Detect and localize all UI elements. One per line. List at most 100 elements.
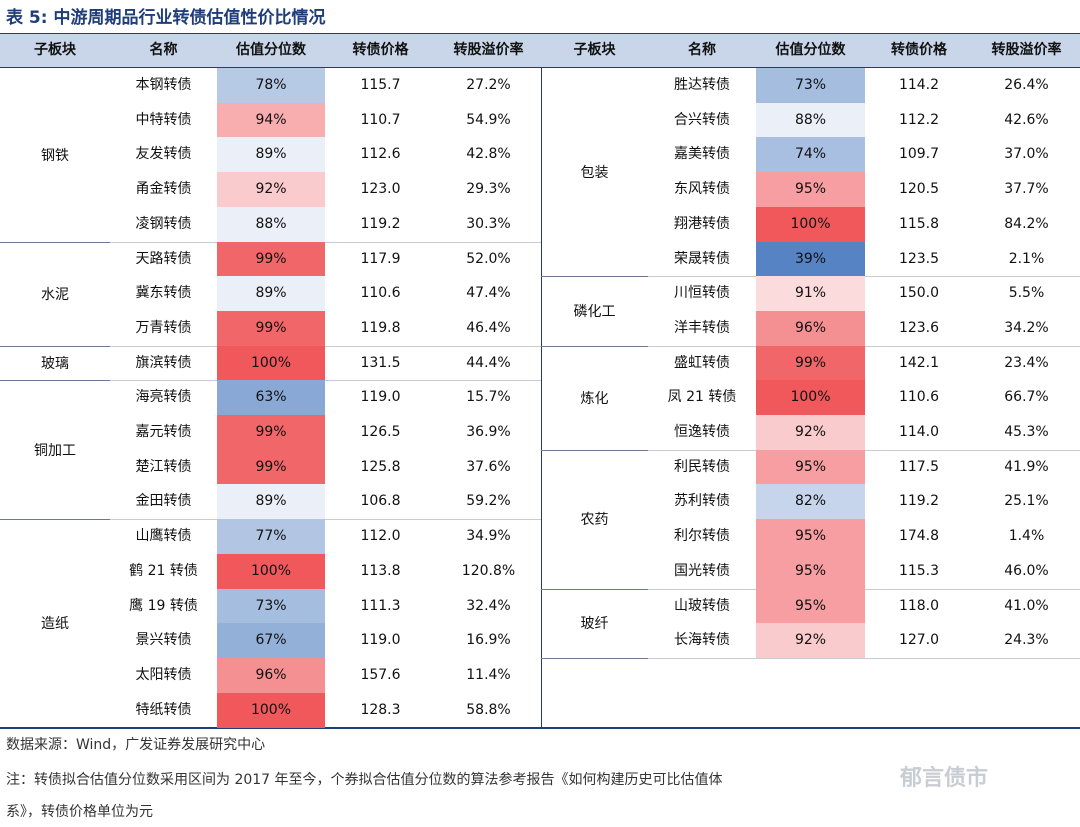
- group-label: 造纸: [41, 616, 69, 633]
- group-label: 水泥: [41, 286, 69, 303]
- conversion-premium: 58.8%: [466, 701, 511, 718]
- valuation-percentile: 95%: [756, 553, 865, 589]
- conversion-premium: 2.1%: [1008, 250, 1045, 267]
- bond-name: 景兴转债: [135, 632, 192, 649]
- conversion-premium: 37.0%: [1004, 146, 1049, 163]
- valuation-percentile: 99%: [217, 310, 325, 346]
- bond-name: 胜达转债: [674, 77, 730, 93]
- conversion-premium: 42.6%: [1004, 111, 1049, 128]
- group-label: 炼化: [580, 390, 609, 407]
- group-label: 磷化工: [573, 303, 616, 320]
- valuation-percentile: 82%: [756, 484, 865, 520]
- group-separator: [541, 657, 648, 659]
- conversion-premium: 42.8%: [466, 146, 511, 163]
- conversion-premium: 46.0%: [1004, 562, 1049, 579]
- column-header-right-3: 转债价格: [865, 34, 973, 67]
- column-header-right-1: 名称: [648, 34, 756, 67]
- conversion-premium: 44.4%: [466, 354, 511, 371]
- conversion-premium: 11.4%: [466, 666, 511, 683]
- valuation-percentile: 92%: [217, 172, 325, 208]
- conversion-premium: 34.2%: [1004, 319, 1049, 336]
- bond-price: 119.0: [360, 632, 401, 649]
- conversion-premium: 84.2%: [1004, 215, 1049, 232]
- valuation-percentile: 94%: [217, 102, 325, 138]
- bond-price: 142.1: [898, 354, 940, 371]
- group-separator-row: [648, 657, 1080, 659]
- bond-price: 157.6: [360, 666, 401, 683]
- bond-name: 长海转债: [674, 632, 730, 649]
- conversion-premium: 59.2%: [466, 493, 511, 510]
- conversion-premium: 46.4%: [466, 319, 511, 336]
- group-label: 钢铁: [41, 147, 69, 164]
- bond-price: 115.8: [898, 215, 940, 232]
- group-separator-row: [110, 519, 541, 521]
- bond-name: 楚江转债: [135, 458, 192, 475]
- conversion-premium: 41.9%: [1004, 458, 1049, 475]
- conversion-premium: 5.5%: [1008, 285, 1045, 302]
- bond-price: 125.8: [360, 458, 401, 475]
- conversion-premium: 34.9%: [466, 528, 511, 545]
- bond-price: 119.0: [360, 389, 401, 406]
- bond-price: 174.8: [898, 528, 940, 545]
- valuation-percentile: 100%: [217, 553, 325, 589]
- conversion-premium: 29.3%: [466, 181, 511, 198]
- bond-price: 123.5: [898, 250, 940, 267]
- valuation-percentile: 67%: [217, 623, 325, 659]
- group-separator-row: [110, 345, 541, 347]
- conversion-premium: 26.4%: [1004, 77, 1049, 93]
- bond-name: 金田转债: [135, 493, 192, 510]
- conversion-premium: 24.3%: [1004, 632, 1049, 649]
- valuation-percentile: 73%: [217, 588, 325, 624]
- column-header-left-1: 名称: [110, 34, 217, 67]
- bond-name: 本钢转债: [135, 77, 192, 93]
- column-header-right-0: 子板块: [541, 34, 648, 67]
- bond-price: 114.2: [898, 77, 940, 93]
- column-header-left-2: 估值分位数: [217, 34, 325, 67]
- bond-price: 123.0: [360, 181, 401, 198]
- header-bottom-border: [0, 67, 1080, 68]
- bond-name: 翔港转债: [674, 215, 730, 232]
- valuation-percentile: 73%: [756, 68, 865, 103]
- valuation-percentile: 95%: [756, 172, 865, 208]
- group-separator: [541, 449, 648, 451]
- bond-name: 东风转债: [674, 181, 730, 198]
- group-separator-row: [110, 380, 541, 382]
- valuation-percentile: 95%: [756, 519, 865, 555]
- bond-price: 131.5: [360, 354, 401, 371]
- bond-price: 126.5: [360, 424, 401, 440]
- bond-price: 110.6: [898, 389, 940, 406]
- bond-name: 天路转债: [135, 250, 192, 267]
- bond-name: 鹰 19 转债: [129, 597, 198, 614]
- conversion-premium: 25.1%: [1004, 493, 1049, 510]
- bond-name: 恒逸转债: [674, 424, 730, 440]
- group-separator: [541, 588, 648, 590]
- bond-name: 冀东转债: [135, 285, 192, 302]
- group-separator: [0, 345, 110, 347]
- conversion-premium: 36.9%: [466, 424, 511, 440]
- bond-price: 150.0: [898, 285, 940, 302]
- valuation-percentile: 88%: [217, 206, 325, 242]
- bond-price: 114.0: [898, 424, 940, 440]
- group-label: 农药: [580, 512, 609, 529]
- conversion-premium: 15.7%: [466, 389, 511, 406]
- bond-name: 凤 21 转债: [667, 389, 737, 406]
- group-separator: [541, 276, 648, 278]
- column-header-left-0: 子板块: [0, 34, 110, 67]
- group-label: 玻纤: [580, 616, 609, 633]
- conversion-premium: 45.3%: [1004, 424, 1049, 440]
- valuation-percentile: 95%: [756, 588, 865, 624]
- valuation-percentile: 99%: [217, 415, 325, 450]
- group-separator: [0, 380, 110, 382]
- bond-price: 117.9: [360, 250, 401, 267]
- valuation-percentile: 99%: [217, 449, 325, 485]
- conversion-premium: 41.0%: [1004, 597, 1049, 614]
- bond-name: 利尔转债: [674, 528, 730, 545]
- valuation-percentile: 77%: [217, 519, 325, 555]
- bond-price: 112.6: [360, 146, 401, 163]
- group-separator-row: [110, 241, 541, 243]
- bond-name: 嘉元转债: [135, 424, 192, 440]
- bond-name: 盛虹转债: [674, 354, 730, 371]
- bond-name: 凌钢转债: [135, 215, 192, 232]
- column-header-left-3: 转债价格: [325, 34, 436, 67]
- conversion-premium: 32.4%: [466, 597, 511, 614]
